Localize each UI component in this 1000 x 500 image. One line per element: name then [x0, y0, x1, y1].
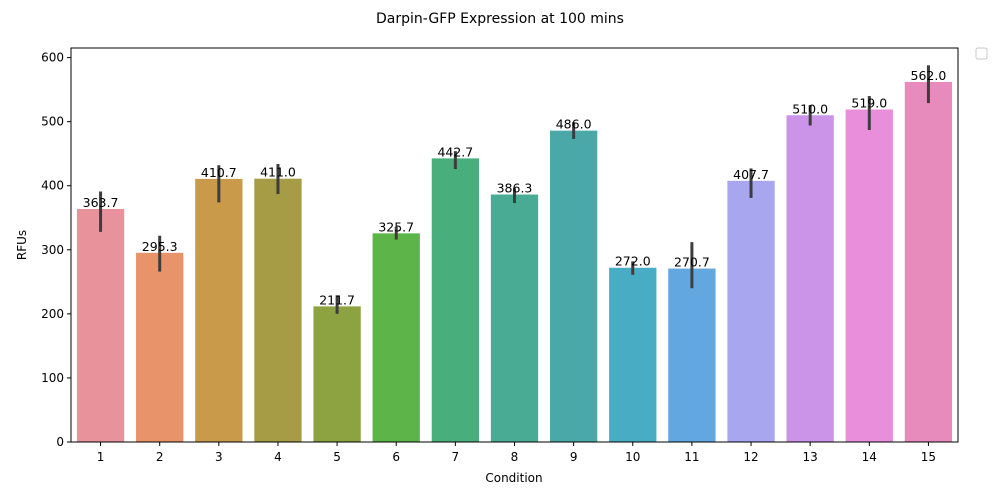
data-label: 510.0 [792, 101, 828, 116]
x-tick-label: 13 [803, 450, 818, 464]
x-tick-label: 2 [156, 450, 164, 464]
data-label: 272.0 [615, 254, 651, 269]
bar [668, 268, 716, 442]
data-label: 410.7 [201, 165, 237, 180]
x-tick-label: 6 [392, 450, 400, 464]
data-label: 442.7 [437, 144, 473, 159]
data-label: 411.0 [260, 165, 296, 180]
bar [904, 81, 953, 442]
x-tick-label: 5 [333, 450, 341, 464]
x-tick-label: 9 [570, 450, 578, 464]
bar [727, 180, 775, 442]
x-tick-label: 15 [921, 450, 936, 464]
y-tick-label: 200 [41, 307, 64, 321]
x-tick-label: 8 [511, 450, 519, 464]
bar [845, 109, 893, 442]
x-tick-label: 1 [97, 450, 105, 464]
data-label: 325.7 [378, 219, 414, 234]
data-label: 407.7 [733, 167, 769, 182]
x-tick-label: 7 [452, 450, 460, 464]
x-tick-label: 4 [274, 450, 282, 464]
bar [195, 178, 243, 442]
bar [313, 306, 361, 442]
bar [549, 130, 598, 442]
x-tick-label: 3 [215, 450, 223, 464]
plot-frame [70, 47, 959, 443]
y-tick-label: 400 [41, 179, 64, 193]
y-tick-label: 100 [41, 371, 64, 385]
bar [431, 158, 480, 442]
legend-box [975, 47, 988, 60]
data-label: 562.0 [911, 68, 947, 83]
bar [136, 252, 184, 442]
bar [372, 233, 420, 442]
x-tick-label: 14 [862, 450, 877, 464]
data-label: 486.0 [556, 117, 592, 132]
data-label: 211.7 [319, 292, 355, 307]
x-tick-label: 12 [743, 450, 758, 464]
data-label: 519.0 [851, 96, 887, 111]
bar [609, 267, 657, 442]
x-tick-label: 10 [625, 450, 640, 464]
y-tick-label: 300 [41, 243, 64, 257]
data-label: 295.3 [142, 239, 178, 254]
bar [786, 115, 834, 442]
data-label: 386.3 [497, 181, 533, 196]
y-tick-label: 500 [41, 115, 64, 129]
y-axis-label: RFUs [15, 230, 29, 260]
bar [76, 208, 125, 442]
plot-area: 0100200300400500600363.71295.32410.73411… [41, 51, 953, 464]
x-axis-label: Condition [485, 471, 542, 485]
data-label: 363.7 [83, 195, 119, 210]
y-tick-label: 0 [56, 435, 64, 449]
chart-title: Darpin-GFP Expression at 100 mins [376, 11, 624, 27]
y-tick-label: 600 [41, 51, 64, 65]
data-label: 270.7 [674, 255, 710, 270]
bar [490, 194, 539, 442]
bar [254, 178, 302, 442]
x-tick-label: 11 [684, 450, 699, 464]
